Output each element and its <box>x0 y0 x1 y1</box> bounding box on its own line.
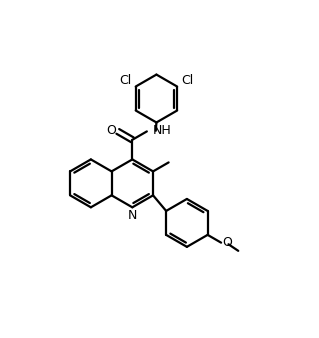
Text: Cl: Cl <box>182 74 194 87</box>
Text: O: O <box>107 124 116 137</box>
Text: O: O <box>223 237 233 249</box>
Text: NH: NH <box>152 124 171 137</box>
Text: N: N <box>128 209 137 222</box>
Text: Cl: Cl <box>119 74 131 87</box>
